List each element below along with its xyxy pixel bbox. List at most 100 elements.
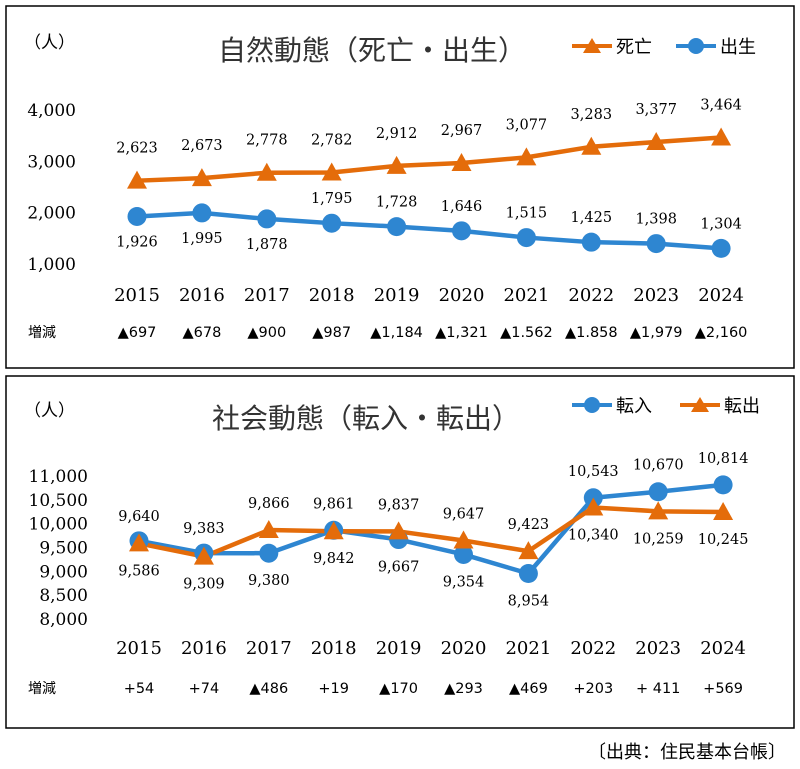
natural-data-label: 1,515 [506,206,548,222]
social-x-tick-label: 2021 [505,638,551,659]
social-change-value: ▲469 [509,681,548,697]
natural-data-label: 2,967 [441,123,483,139]
social-series: 9,640 9,383 9,380 9,861 9,667 9,354 8,954 10,54… [118,451,748,610]
social-y-axis: 8,000 8,500 9,000 9,500 10,000 10,500 11,000 [29,467,88,630]
natural-data-point [516,228,536,248]
social-data-point [388,521,409,540]
social-y-tick-label: 10,000 [29,515,88,535]
natural-data-label: 3,283 [571,107,613,123]
social-data-label: 9,640 [118,509,160,525]
social-data-label: 9,842 [313,551,355,567]
social-x-tick-label: 2015 [116,638,162,659]
social-data-label: 9,586 [118,563,160,579]
natural-data-label: 2,673 [181,138,223,154]
natural-data-point [386,155,407,174]
natural-change-row: 増減 ▲697 ▲678 ▲900 ▲987 ▲1,184 ▲1,321 ▲1.562 ▲1.… [28,324,747,341]
natural-data-label: 1,728 [376,195,418,211]
natural-data-label: 1,795 [311,191,353,207]
legend-marker-in [584,397,600,413]
social-data-label: 9,380 [248,573,290,589]
social-change-value: ▲486 [249,681,288,697]
social-data-point [193,546,214,565]
natural-data-point [256,162,277,181]
legend-marker-out [691,397,709,412]
social-y-unit: （人） [24,401,75,421]
social-x-axis: 2015 2016 2017 2018 2019 2020 2021 2022 2023 2024 [116,638,746,659]
natural-data-label: 1,926 [116,234,158,250]
natural-data-point [581,136,602,155]
social-data-point [258,520,279,539]
legend-label-out: 転出 [724,396,760,417]
natural-change-value: ▲1.858 [565,325,618,341]
natural-change-value: ▲1,184 [370,325,423,341]
social-data-label: 9,354 [443,574,485,590]
social-data-point [648,482,668,502]
social-x-tick-label: 2023 [635,638,681,659]
natural-data-label: 2,782 [311,133,353,149]
natural-data-point [191,168,212,187]
legend-marker-birth [688,38,704,54]
natural-data-label: 3,464 [700,98,742,114]
social-data-label: 10,340 [568,527,619,543]
natural-change-value: ▲1.562 [500,325,553,341]
natural-y-unit: （人） [24,33,75,53]
social-x-tick-label: 2016 [181,638,227,659]
social-data-label: 10,259 [633,531,684,547]
social-change-value: +569 [703,681,743,697]
social-data-label: 10,814 [698,451,749,467]
social-chart-title: 社会動態（転入・転出） [212,402,520,435]
natural-x-axis: 2015 2016 2017 2018 2019 2020 2021 2022 2023 2024 [114,285,744,306]
social-data-label: 10,245 [698,532,749,548]
social-y-tick-label: 9,500 [39,539,88,559]
natural-x-tick-label: 2018 [309,285,355,306]
social-data-label: 9,309 [183,577,225,593]
natural-data-label: 1,304 [700,216,742,232]
natural-x-tick-label: 2020 [439,285,485,306]
social-data-point [713,501,734,520]
social-data-point [583,497,604,516]
natural-x-tick-label: 2022 [568,285,614,306]
social-y-tick-label: 10,500 [29,491,88,511]
natural-change-value: ▲678 [182,325,221,341]
social-change-value: +74 [189,681,220,697]
natural-data-point [452,221,471,241]
social-data-label: 9,423 [508,517,550,533]
social-legend: 転入 転出 [572,396,760,417]
social-x-tick-label: 2018 [311,638,357,659]
natural-x-tick-label: 2024 [698,285,744,306]
social-data-label: 9,861 [313,496,355,512]
natural-chart-title: 自然動態（死亡・出生） [218,34,526,67]
social-data-point [713,475,733,495]
natural-change-value: ▲1,321 [435,325,488,341]
natural-x-tick-label: 2021 [503,285,549,306]
natural-series-line-1 [136,210,722,251]
social-data-label: 10,543 [568,464,619,480]
natural-data-label: 1,646 [441,199,483,215]
natural-data-point [516,147,537,166]
natural-change-value: ▲900 [247,325,286,341]
social-data-label: 10,670 [633,458,684,474]
natural-x-tick-label: 2019 [374,285,420,306]
social-data-point [518,541,539,560]
social-y-tick-label: 11,000 [29,467,88,487]
natural-change-value: ▲1,979 [630,325,683,341]
social-data-point [259,543,279,563]
natural-data-label: 1,425 [571,210,613,226]
natural-dynamics-panel: （人） 自然動態（死亡・出生） 死亡 出生 1,000 2,000 3,000 4,0… [5,5,795,369]
social-data-label: 8,954 [508,594,550,610]
social-data-label: 9,647 [443,506,485,522]
natural-data-point [192,203,212,223]
social-x-tick-label: 2024 [700,638,746,659]
natural-data-point [127,170,147,189]
natural-y-tick-label: 3,000 [27,152,76,172]
natural-legend: 死亡 出生 [572,37,756,58]
natural-data-point [322,213,342,233]
natural-y-tick-label: 2,000 [27,204,76,224]
natural-data-point [711,238,731,258]
natural-series-line-0 [136,135,722,183]
natural-change-value: ▲987 [312,325,351,341]
social-change-row: 増減 +54 +74 ▲486 +19 ▲170 ▲293 ▲469 +203 + 411 +56… [28,680,743,697]
natural-data-label: 3,377 [635,102,677,118]
natural-data-label: 1,995 [181,231,223,247]
social-x-tick-label: 2022 [570,638,616,659]
